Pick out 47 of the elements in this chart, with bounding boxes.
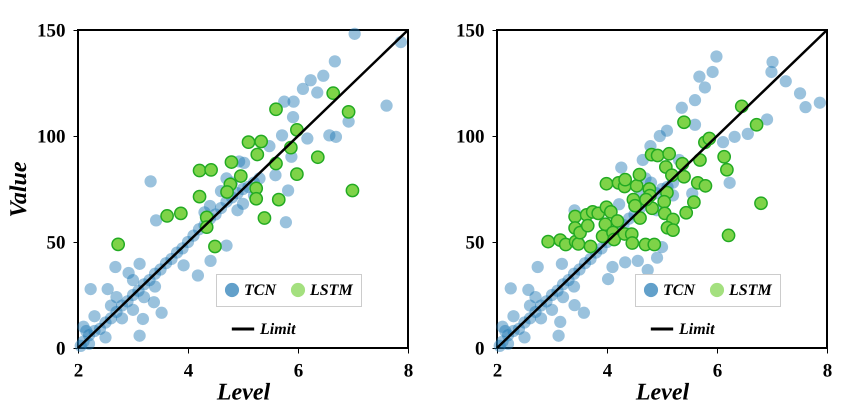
x-tick-label: 8: [822, 360, 832, 382]
x-tick-label: 4: [602, 360, 613, 382]
point: [242, 135, 256, 150]
y-tick-label: 150: [37, 20, 66, 42]
x-tick-label: 2: [74, 360, 84, 382]
point: [160, 209, 174, 223]
point: [220, 185, 234, 199]
y-tick-label: 0: [475, 338, 484, 360]
x-tick-label: 8: [404, 360, 414, 382]
point: [269, 102, 283, 116]
x-axis-title: Level: [634, 380, 690, 406]
y-tick-label: 0: [56, 338, 66, 360]
point: [310, 150, 325, 164]
point: [254, 134, 268, 148]
point: [224, 155, 238, 169]
point: [234, 169, 248, 183]
point: [258, 211, 272, 225]
legend-label: LSTM: [309, 282, 354, 299]
x-tick-label: 2: [492, 360, 502, 382]
y-tick-label: 50: [46, 232, 66, 254]
y-axis-title: Value: [6, 161, 32, 218]
point: [272, 192, 286, 206]
point: [342, 104, 356, 119]
point: [346, 184, 360, 198]
point: [250, 148, 264, 162]
point: [192, 164, 206, 178]
point: [204, 163, 218, 177]
x-tick-label: 6: [294, 360, 304, 382]
point: [111, 237, 126, 252]
y-tick-label: 100: [37, 126, 66, 148]
point: [192, 190, 206, 204]
point: [208, 240, 222, 254]
legend-label: TCN: [244, 282, 278, 299]
legend-label: Limit: [678, 321, 716, 338]
legend-label: Limit: [259, 321, 296, 338]
x-axis-title: Level: [216, 380, 270, 406]
legend-label: LSTM: [728, 282, 772, 299]
legend-label: TCN: [663, 282, 696, 299]
point: [326, 86, 340, 100]
x-tick-label: 6: [712, 360, 722, 382]
x-tick-label: 4: [184, 360, 194, 382]
y-tick-label: 150: [456, 20, 484, 42]
y-tick-label: 50: [466, 232, 484, 254]
y-tick-label: 100: [456, 126, 484, 148]
point: [174, 206, 188, 220]
point: [249, 192, 264, 206]
point: [290, 167, 304, 182]
